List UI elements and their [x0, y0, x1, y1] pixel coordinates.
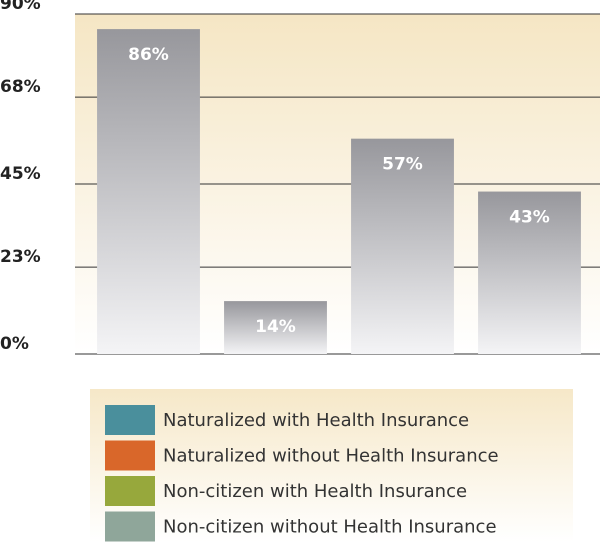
legend-label: Naturalized with Health Insurance [163, 410, 469, 431]
value-label: 14% [255, 317, 296, 337]
bar [478, 191, 581, 354]
bar [97, 29, 200, 354]
legend-swatch [105, 511, 155, 542]
legend-label: Non-citizen without Health Insurance [163, 517, 497, 538]
y-tick-label: 0% [0, 334, 29, 354]
legend-label: Non-citizen with Health Insurance [163, 481, 467, 502]
bar [224, 301, 327, 354]
y-tick-label: 90% [0, 0, 41, 14]
legend-swatch [105, 476, 155, 506]
legend-label: Naturalized without Health Insurance [163, 446, 499, 467]
y-tick-label: 45% [0, 164, 41, 184]
legend-swatch [105, 440, 155, 471]
value-label: 57% [382, 155, 423, 175]
y-tick-label: 23% [0, 247, 41, 267]
value-label: 86% [128, 45, 169, 65]
bar [351, 138, 454, 354]
y-tick-label: 68% [0, 77, 41, 97]
legend-box [90, 389, 573, 542]
value-label: 43% [509, 208, 550, 228]
legend-swatch [105, 405, 155, 435]
